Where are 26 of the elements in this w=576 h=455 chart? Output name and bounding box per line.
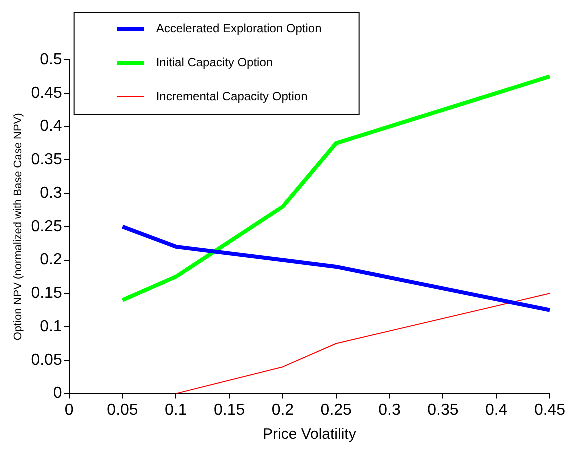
y-tick-label: 0.4 <box>40 118 62 136</box>
y-tick-label: 0.15 <box>31 285 62 302</box>
x-tick-label: 0.45 <box>534 402 566 419</box>
x-tick-label: 0.4 <box>485 402 508 419</box>
x-tick-label: 0.25 <box>320 402 352 419</box>
y-tick-label: 0.2 <box>40 252 62 269</box>
y-tick-label: 0.35 <box>31 152 62 169</box>
y-tick-label: 0.5 <box>40 51 62 68</box>
legend-label: Incremental Capacity Option <box>156 89 308 104</box>
x-tick-label: 0.35 <box>428 402 459 419</box>
y-axis-title: Option NPV (normalized with Base Case NPV) <box>12 113 25 341</box>
legend-label: Accelerated Exploration Option <box>156 21 322 36</box>
x-tick-label: 0.15 <box>214 402 246 419</box>
x-tick-label: 0.05 <box>107 402 138 419</box>
x-tick-label: 0.3 <box>378 402 401 419</box>
y-tick-label: 0.3 <box>40 184 62 202</box>
y-tick-label: 0.25 <box>31 218 62 236</box>
x-axis-title: Price Volatility <box>262 426 357 444</box>
x-tick-label: 0.1 <box>165 402 188 419</box>
y-tick-label: 0.05 <box>31 352 62 369</box>
legend-label: Initial Capacity Option <box>156 55 274 70</box>
y-tick-label: 0 <box>53 385 62 402</box>
x-tick-label: 0 <box>64 402 74 419</box>
x-tick-label: 0.2 <box>272 402 294 419</box>
y-tick-label: 0.45 <box>31 84 62 102</box>
y-tick-label: 0.1 <box>40 318 62 336</box>
